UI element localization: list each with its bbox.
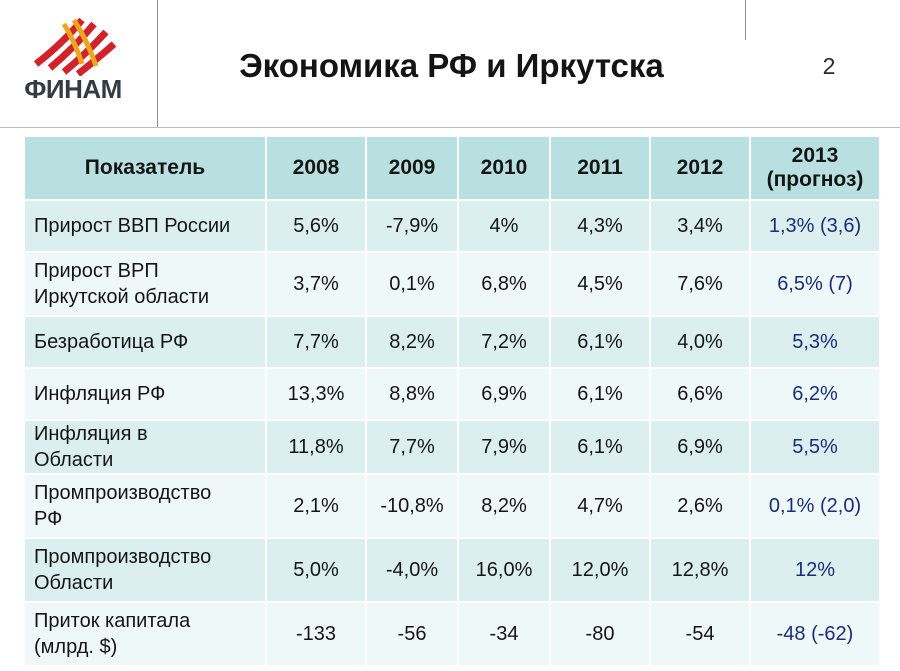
finam-logo: ФИНАМ [14, 14, 132, 110]
cell-2009: 7,7% [365, 419, 459, 475]
table-row: Прирост ВРП Иркутской области 3,7% 0,1% 6… [23, 251, 881, 317]
cell-2010: 6,9% [457, 367, 551, 421]
cell-2011: 4,7% [549, 473, 651, 539]
cell-2010: 16,0% [457, 537, 551, 603]
table-row: Приток капитала (млрд. $) -133 -56 -34 -8… [23, 601, 881, 667]
row-label: Безработица РФ [23, 315, 267, 369]
cell-2013-forecast: 1,3% (3,6) [749, 199, 881, 253]
cell-2010: 6,8% [457, 251, 551, 317]
table-row: Промпроизводство РФ 2,1% -10,8% 8,2% 4,7%… [23, 473, 881, 539]
cell-2012: 4,0% [649, 315, 751, 369]
cell-2012: 6,9% [649, 419, 751, 475]
row-label: Прирост ВВП России [23, 199, 267, 253]
cell-2013-forecast: 5,5% [749, 419, 881, 475]
column-header-2010: 2010 [457, 135, 551, 201]
slide-header: ФИНАМ Экономика РФ и Иркутска 2 [0, 0, 900, 128]
row-label: Инфляция РФ [23, 367, 267, 421]
cell-2013-forecast: 5,3% [749, 315, 881, 369]
cell-2008: 5,6% [265, 199, 367, 253]
finam-logo-mark-icon [33, 17, 117, 77]
row-label: Прирост ВРП Иркутской области [23, 251, 267, 317]
cell-2008: 2,1% [265, 473, 367, 539]
column-header-2013-forecast: 2013 (прогноз) [749, 135, 881, 201]
cell-2011: 12,0% [549, 537, 651, 603]
cell-2011: 4,3% [549, 199, 651, 253]
cell-2009: -10,8% [365, 473, 459, 539]
table-header-row: Показатель 2008 2009 2010 2011 2012 2013… [23, 135, 881, 201]
cell-2010: 4% [457, 199, 551, 253]
table-row: Безработица РФ 7,7% 8,2% 7,2% 6,1% 4,0% … [23, 315, 881, 369]
logo-wordmark: ФИНАМ [24, 74, 122, 104]
column-header-2009: 2009 [365, 135, 459, 201]
column-header-2008: 2008 [265, 135, 367, 201]
table-row: Промпроизводство Области 5,0% -4,0% 16,0%… [23, 537, 881, 603]
cell-2012: 2,6% [649, 473, 751, 539]
cell-2012: 7,6% [649, 251, 751, 317]
cell-2012: 12,8% [649, 537, 751, 603]
cell-2008: 7,7% [265, 315, 367, 369]
cell-2012: 3,4% [649, 199, 751, 253]
column-header-2012: 2012 [649, 135, 751, 201]
cell-2008: -133 [265, 601, 367, 667]
row-label: Приток капитала (млрд. $) [23, 601, 267, 667]
table-row: Прирост ВВП России 5,6% -7,9% 4% 4,3% 3,… [23, 199, 881, 253]
header-underline [0, 127, 900, 128]
column-header-2011: 2011 [549, 135, 651, 201]
cell-2008: 13,3% [265, 367, 367, 421]
row-label: Промпроизводство РФ [23, 473, 267, 539]
row-label: Инфляция в Области [23, 419, 267, 475]
cell-2009: 8,2% [365, 315, 459, 369]
cell-2008: 11,8% [265, 419, 367, 475]
cell-2009: -56 [365, 601, 459, 667]
cell-2008: 5,0% [265, 537, 367, 603]
economy-table: Показатель 2008 2009 2010 2011 2012 2013… [23, 135, 881, 667]
cell-2013-forecast: 0,1% (2,0) [749, 473, 881, 539]
cell-2013-forecast: 6,2% [749, 367, 881, 421]
page-number: 2 [822, 53, 836, 79]
cell-2011: 6,1% [549, 367, 651, 421]
cell-2011: 4,5% [549, 251, 651, 317]
cell-2009: 0,1% [365, 251, 459, 317]
cell-2013-forecast: 6,5% (7) [749, 251, 881, 317]
cell-2008: 3,7% [265, 251, 367, 317]
cell-2010: 7,9% [457, 419, 551, 475]
slide-title: Экономика РФ и Иркутска [239, 47, 664, 84]
row-label: Промпроизводство Области [23, 537, 267, 603]
cell-2013-forecast: 12% [749, 537, 881, 603]
cell-2012: 6,6% [649, 367, 751, 421]
header-divider-right [745, 0, 746, 40]
cell-2009: 8,8% [365, 367, 459, 421]
cell-2011: 6,1% [549, 315, 651, 369]
cell-2009: -4,0% [365, 537, 459, 603]
cell-2012: -54 [649, 601, 751, 667]
cell-2009: -7,9% [365, 199, 459, 253]
cell-2010: -34 [457, 601, 551, 667]
forecast-year: 2013 [791, 144, 839, 167]
cell-2011: -80 [549, 601, 651, 667]
cell-2011: 6,1% [549, 419, 651, 475]
cell-2010: 7,2% [457, 315, 551, 369]
forecast-note: (прогноз) [766, 168, 864, 191]
column-header-indicator: Показатель [23, 135, 267, 201]
table-row: Инфляция РФ 13,3% 8,8% 6,9% 6,1% 6,6% 6,… [23, 367, 881, 421]
table-row: Инфляция в Области 11,8% 7,7% 7,9% 6,1% 6… [23, 419, 881, 475]
header-divider-left [157, 0, 158, 128]
cell-2013-forecast: -48 (-62) [749, 601, 881, 667]
cell-2010: 8,2% [457, 473, 551, 539]
